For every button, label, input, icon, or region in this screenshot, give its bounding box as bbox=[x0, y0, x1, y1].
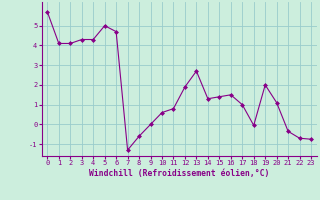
X-axis label: Windchill (Refroidissement éolien,°C): Windchill (Refroidissement éolien,°C) bbox=[89, 169, 269, 178]
